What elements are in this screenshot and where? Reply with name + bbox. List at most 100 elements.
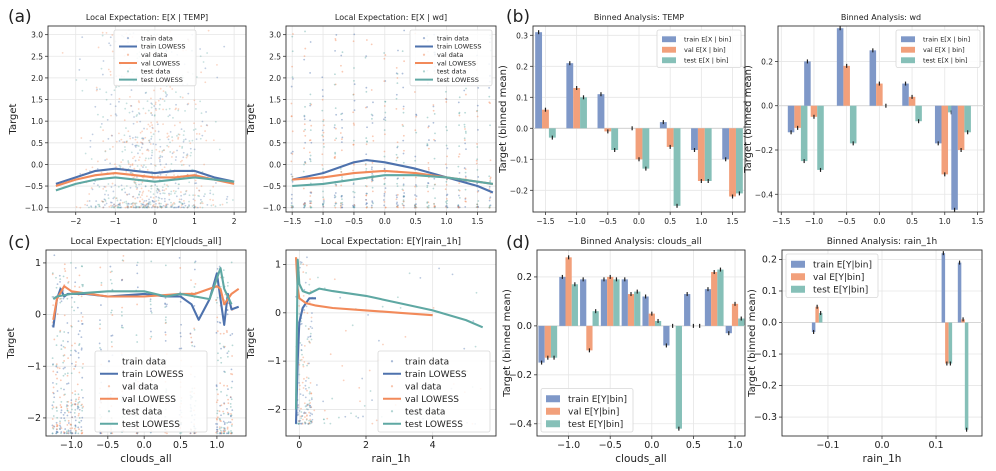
data-point bbox=[154, 164, 156, 167]
data-point bbox=[220, 390, 222, 393]
data-point bbox=[107, 68, 110, 71]
data-point bbox=[149, 143, 152, 145]
chart-b2: −1.5 −1.0 −0.5 0.0 0.5 1.0 1.5−0.4−0.20.00.2Bi… bbox=[743, 13, 985, 226]
data-point bbox=[309, 414, 311, 417]
data-point bbox=[65, 430, 68, 433]
data-point bbox=[304, 202, 306, 205]
data-point bbox=[427, 166, 430, 169]
legend-label: val E[Y|bin] bbox=[568, 407, 619, 417]
data-point bbox=[146, 206, 149, 209]
data-point bbox=[413, 91, 416, 93]
data-point bbox=[397, 206, 399, 209]
data-point bbox=[219, 204, 222, 206]
data-point bbox=[445, 144, 448, 147]
train-bar bbox=[538, 325, 545, 363]
data-point bbox=[123, 119, 126, 122]
data-point bbox=[67, 432, 69, 434]
data-point bbox=[193, 205, 196, 208]
y-tick-label: −2 bbox=[27, 413, 41, 424]
data-point bbox=[74, 419, 77, 422]
data-point bbox=[101, 200, 104, 203]
data-point bbox=[67, 357, 70, 360]
data-point bbox=[164, 333, 167, 336]
data-point bbox=[222, 410, 225, 413]
data-point bbox=[170, 190, 173, 193]
data-point bbox=[334, 38, 337, 40]
data-point bbox=[144, 136, 147, 139]
data-point bbox=[55, 406, 58, 409]
data-point bbox=[305, 376, 308, 379]
data-point bbox=[216, 409, 219, 412]
data-point bbox=[113, 205, 116, 208]
legend-label: test LOWESS bbox=[141, 76, 183, 84]
data-point bbox=[139, 141, 142, 144]
data-point bbox=[181, 96, 184, 99]
data-point bbox=[310, 124, 313, 127]
data-point bbox=[117, 185, 120, 188]
legend-label: val E[X | bin] bbox=[684, 46, 726, 54]
data-point bbox=[80, 336, 83, 339]
data-point bbox=[106, 118, 109, 121]
data-point bbox=[125, 170, 128, 173]
data-point bbox=[308, 139, 311, 142]
data-point bbox=[371, 166, 373, 169]
data-point bbox=[352, 122, 355, 125]
data-point bbox=[52, 425, 55, 427]
data-point bbox=[74, 429, 77, 432]
data-point bbox=[147, 202, 150, 205]
data-point bbox=[183, 193, 185, 196]
data-point bbox=[341, 136, 344, 139]
train-lowess-line bbox=[294, 297, 316, 424]
data-point bbox=[304, 202, 306, 205]
data-point bbox=[66, 414, 69, 417]
data-point bbox=[74, 267, 77, 269]
data-point bbox=[56, 430, 58, 433]
chart-title: Binned Analysis: wd bbox=[841, 13, 921, 22]
x-tick-label: 0.1 bbox=[928, 440, 943, 451]
data-point bbox=[150, 184, 153, 187]
data-point bbox=[159, 173, 162, 176]
data-point bbox=[133, 155, 136, 158]
data-point bbox=[129, 186, 132, 189]
data-point bbox=[414, 206, 416, 209]
data-point bbox=[104, 186, 107, 188]
data-point bbox=[109, 70, 112, 73]
data-point bbox=[216, 330, 219, 333]
data-point bbox=[91, 166, 94, 169]
data-point bbox=[59, 329, 62, 332]
data-point bbox=[322, 203, 325, 206]
data-point bbox=[127, 163, 130, 166]
data-point bbox=[138, 112, 141, 115]
data-point bbox=[378, 339, 380, 342]
data-point bbox=[193, 286, 196, 288]
data-point bbox=[148, 201, 150, 204]
data-point bbox=[231, 373, 234, 376]
data-point bbox=[64, 393, 66, 396]
x-tick-label: −0.5 bbox=[838, 217, 856, 226]
data-point bbox=[94, 205, 97, 208]
data-point bbox=[74, 285, 76, 288]
data-point bbox=[475, 206, 478, 209]
legend-box bbox=[377, 350, 491, 433]
y-tick-label: −1 bbox=[27, 361, 41, 372]
data-point bbox=[199, 55, 202, 58]
data-point bbox=[311, 413, 314, 416]
data-point bbox=[488, 199, 491, 202]
data-point bbox=[94, 206, 97, 208]
data-point bbox=[226, 284, 229, 287]
data-point bbox=[223, 45, 226, 48]
data-point bbox=[488, 197, 491, 200]
data-point bbox=[154, 101, 157, 104]
data-point bbox=[222, 332, 225, 335]
data-point bbox=[395, 72, 398, 75]
data-point bbox=[415, 195, 418, 198]
data-point bbox=[426, 184, 429, 187]
x-tick-label: −1.0 bbox=[557, 440, 580, 451]
data-point bbox=[427, 162, 430, 164]
data-point bbox=[151, 151, 154, 154]
data-point bbox=[160, 206, 163, 209]
data-point bbox=[177, 133, 180, 136]
data-point bbox=[174, 108, 177, 111]
data-point bbox=[80, 419, 83, 422]
data-point bbox=[158, 190, 161, 193]
